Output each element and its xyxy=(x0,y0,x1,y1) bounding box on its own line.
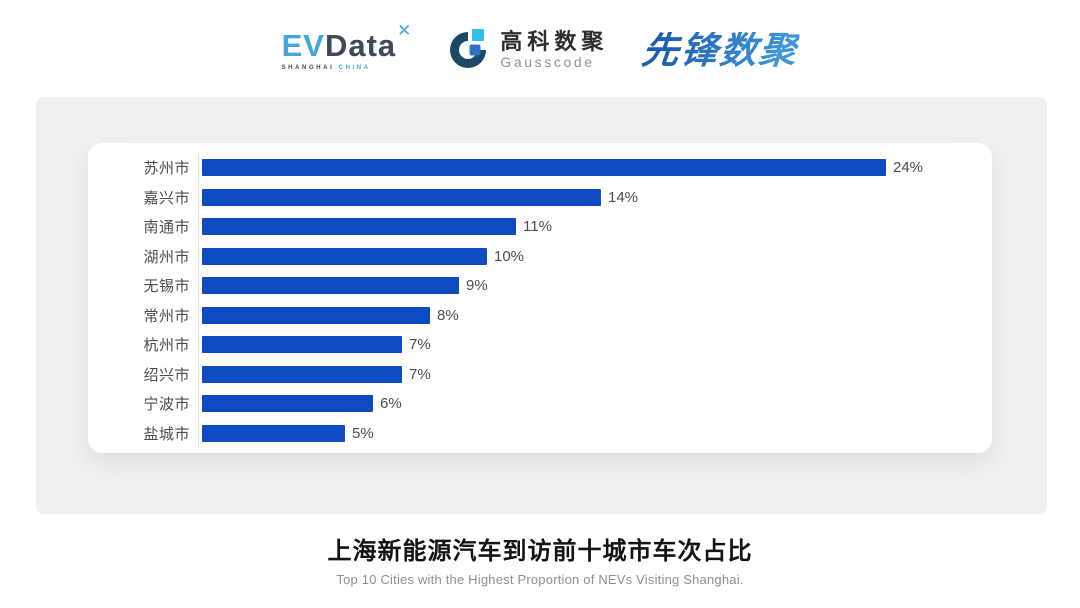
category-label: 杭州市 xyxy=(143,337,190,355)
caption: 上海新能源汽车到访前十城市车次占比 Top 10 Cities with the… xyxy=(0,531,1080,587)
chart-subtitle: Top 10 Cities with the Highest Proportio… xyxy=(336,572,744,587)
value-label: 8% xyxy=(437,306,459,324)
chart-row: 南通市 11% xyxy=(88,212,992,241)
bar-cell: 9% xyxy=(202,277,992,295)
evdata-subtext: SHANGHAI CHINA xyxy=(282,65,371,71)
evdata-data-text: Data xyxy=(324,27,397,63)
category-label: 南通市 xyxy=(143,219,190,237)
value-label: 7% xyxy=(409,336,431,354)
chart-row: 嘉兴市 14% xyxy=(88,183,992,212)
value-label: 5% xyxy=(352,424,374,442)
bar xyxy=(202,424,345,442)
bar xyxy=(202,247,487,265)
pioneer-data-logo: 先锋数聚 xyxy=(640,29,801,71)
chart-row: 宁波市 6% xyxy=(88,389,992,418)
y-axis-line xyxy=(198,153,199,448)
category-label: 湖州市 xyxy=(143,248,190,266)
bar-chart: 苏州市 24% 嘉兴市 14% 南通市 11% 湖州市 10% 无锡市 9% 常州市 8% 杭州市 7% 绍… xyxy=(88,143,992,453)
category-label: 无锡市 xyxy=(143,278,190,296)
category-label: 嘉兴市 xyxy=(143,189,190,207)
gausscode-g-icon xyxy=(450,29,487,68)
value-label: 14% xyxy=(608,188,639,206)
logo-bar: EV Data ✕ SHANGHAI CHINA 高科数聚 Gausscode 先锋… xyxy=(0,16,1080,84)
value-label: 6% xyxy=(380,395,402,413)
value-label: 7% xyxy=(409,365,431,383)
bar xyxy=(202,336,402,354)
bar xyxy=(202,306,430,324)
bar xyxy=(202,365,402,383)
gausscode-cn-name: 高科数聚 xyxy=(500,28,609,54)
bar-cell: 10% xyxy=(202,247,992,265)
evdata-ev-text: EV xyxy=(281,27,325,63)
chart-row: 盐城市 5% xyxy=(88,419,992,448)
gausscode-text: 高科数聚 Gausscode xyxy=(500,28,609,71)
bar-cell: 14% xyxy=(202,188,992,206)
category-label: 盐城市 xyxy=(143,425,190,443)
evdata-wordmark: EV Data ✕ xyxy=(281,22,413,63)
bar-cell: 7% xyxy=(202,365,992,383)
evdata-logo: EV Data ✕ SHANGHAI CHINA xyxy=(281,22,413,71)
category-label: 苏州市 xyxy=(143,160,190,177)
category-label: 宁波市 xyxy=(143,396,190,414)
bar-cell: 11% xyxy=(202,218,992,236)
category-label: 常州市 xyxy=(143,307,190,325)
bar-cell: 5% xyxy=(202,424,992,442)
chart-title: 上海新能源汽车到访前十城市车次占比 xyxy=(327,538,753,565)
evdata-star-icon: ✕ xyxy=(397,20,413,40)
chart-row: 无锡市 9% xyxy=(88,271,992,300)
chart-row: 常州市 8% xyxy=(88,301,992,330)
evdata-shanghai-text: SHANGHAI xyxy=(281,64,335,71)
value-label: 10% xyxy=(494,247,525,265)
bar xyxy=(202,188,601,206)
bar-cell: 7% xyxy=(202,336,992,354)
chart-panel: 苏州市 24% 嘉兴市 14% 南通市 11% 湖州市 10% 无锡市 9% 常州市 8% 杭州市 7% 绍… xyxy=(36,97,1047,514)
value-label: 9% xyxy=(466,277,488,295)
bar xyxy=(202,218,516,236)
bar-cell: 8% xyxy=(202,306,992,324)
category-label: 绍兴市 xyxy=(143,366,190,384)
chart-row: 绍兴市 7% xyxy=(88,360,992,389)
bar-cell: 6% xyxy=(202,395,992,413)
gausscode-logo: 高科数聚 Gausscode xyxy=(446,28,608,72)
chart-row: 苏州市 24% xyxy=(88,153,992,182)
bar xyxy=(202,277,459,295)
bar xyxy=(202,395,373,413)
bar-cell: 24% xyxy=(202,159,992,176)
chart-row: 杭州市 7% xyxy=(88,330,992,359)
chart-row: 湖州市 10% xyxy=(88,242,992,271)
bar xyxy=(202,159,886,176)
gausscode-en-name: Gausscode xyxy=(500,53,595,70)
value-label: 11% xyxy=(523,218,552,236)
evdata-china-text: CHINA xyxy=(338,64,371,71)
value-label: 24% xyxy=(893,159,924,176)
chart-card: 苏州市 24% 嘉兴市 14% 南通市 11% 湖州市 10% 无锡市 9% 常州市 8% 杭州市 7% 绍… xyxy=(88,143,992,453)
